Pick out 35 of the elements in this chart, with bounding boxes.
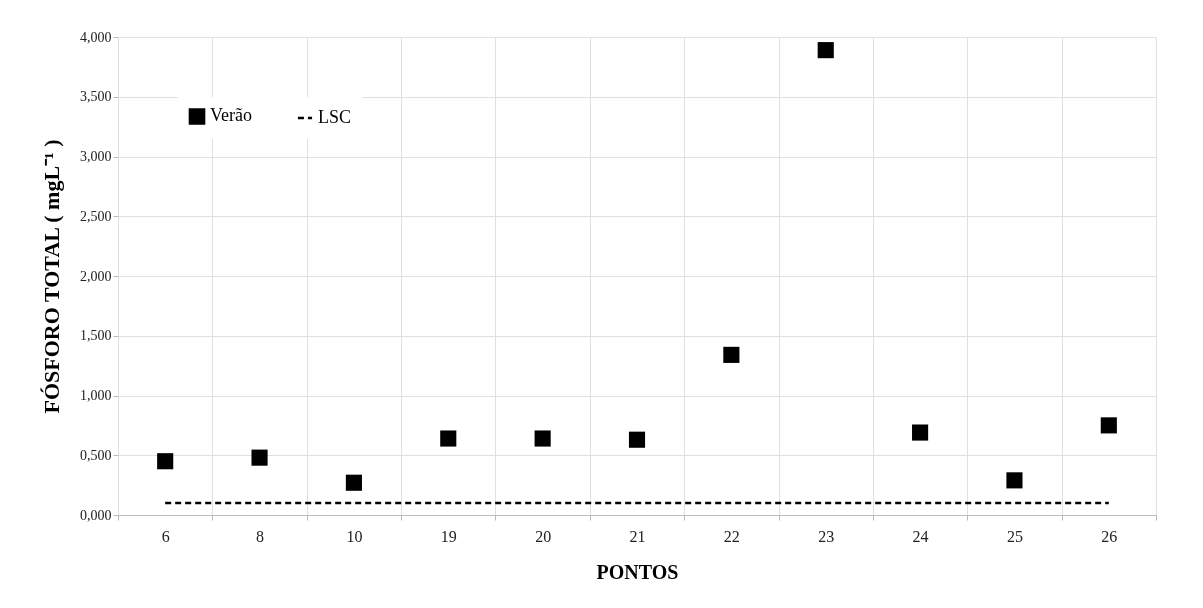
point [1100,417,1117,434]
legend-label: LSC [318,107,352,127]
y-axis-title: FÓSFORO TOTAL ( mgL⁻¹ ) [39,139,64,414]
y-tick-label: 0,000 [80,507,112,523]
x-tick-label: 23 [818,527,835,545]
x-tick-label: 26 [1101,527,1118,545]
x-tick-label: 24 [912,527,929,545]
x-tick-label: 25 [1006,527,1023,545]
y-tick-label: 0,500 [80,447,112,463]
point [345,474,362,491]
point [534,430,551,447]
point [440,430,457,447]
point [628,431,646,448]
legend-label: Verão [210,105,252,126]
x-tick-label: 6 [161,527,170,545]
y-tick-label: 2,000 [80,268,112,284]
y-tick-label: 3,500 [80,89,112,105]
point [912,424,929,441]
y-tick-label: 2,500 [80,208,112,224]
point [1006,472,1023,489]
x-tick-label: 22 [723,527,740,545]
x-tick-label: 21 [629,527,646,545]
x-tick-label: 10 [346,527,363,545]
y-tick-label: 1,500 [80,328,112,344]
x-tick-label: 19 [440,527,457,545]
y-tick-label: 3,000 [80,149,112,164]
y-tick-label: 1,000 [80,388,112,403]
y-tick-label: 4,000 [80,29,112,45]
x-tick-label: 8 [256,527,265,545]
point [817,42,834,59]
x-axis-title: PONTOS [596,560,679,583]
point [251,449,268,466]
point [157,453,174,470]
point [723,346,740,363]
x-tick-label: 20 [535,527,552,545]
